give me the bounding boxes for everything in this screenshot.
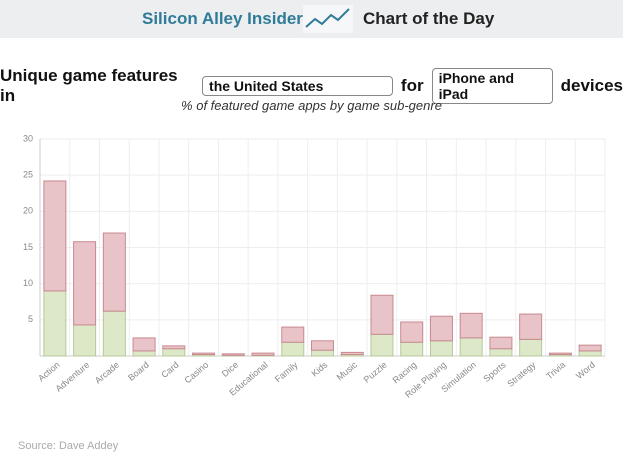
bar-segment [340, 351, 364, 356]
y-tick-label: 10 [23, 278, 33, 288]
bar-segment [459, 337, 483, 357]
x-tick-label: Word [574, 360, 597, 381]
bar-segment [489, 348, 513, 357]
bar-segment [102, 232, 126, 312]
header: Silicon Alley Insider Chart of the Day [0, 0, 623, 38]
x-tick-label: Simulation [439, 360, 478, 395]
bar-segment [340, 354, 364, 357]
bar-segment [192, 354, 216, 357]
title-text: devices [560, 76, 623, 95]
x-tick-label: Action [36, 360, 62, 384]
section-title: Chart of the Day [363, 9, 495, 28]
brand: Silicon Alley Insider [142, 9, 303, 28]
bar-segment [519, 338, 543, 357]
bar-segment [251, 352, 275, 356]
x-tick-label: Card [159, 360, 180, 380]
bar-segment [162, 345, 186, 350]
x-tick-label: Role Playing [403, 360, 448, 400]
bar-segment [489, 336, 513, 350]
bar-segment [281, 326, 305, 343]
y-tick-label: 15 [23, 242, 33, 252]
x-tick-label: Racing [391, 360, 419, 386]
bar-segment [102, 310, 126, 357]
country-select[interactable]: the United States [202, 76, 393, 96]
bar-segment [370, 294, 394, 335]
bar-segment [429, 340, 453, 357]
bar-segment [400, 321, 424, 343]
bar-segment [519, 313, 543, 340]
x-tick-label: Adventure [54, 360, 92, 394]
bar-segment [548, 354, 572, 357]
bar-segment [73, 324, 97, 357]
x-tick-label: Casino [182, 360, 210, 386]
x-tick-label: Trivia [544, 360, 567, 382]
bar-segment [548, 352, 572, 356]
x-tick-label: Strategy [505, 359, 537, 389]
bar-segment [459, 312, 483, 339]
bar-segment [370, 333, 394, 357]
bar-segment [192, 352, 216, 356]
title-row: Unique game features in the United State… [0, 66, 623, 106]
y-tick-label: 5 [28, 314, 33, 324]
x-tick-label: Puzzle [362, 360, 389, 385]
bar-segment [311, 340, 334, 351]
device-select[interactable]: iPhone and iPad [431, 68, 553, 104]
y-tick-label: 25 [23, 170, 33, 180]
bar-segment [162, 348, 186, 357]
x-tick-label: Educational [227, 360, 269, 398]
bar-segment [578, 344, 602, 352]
bar-segment [221, 353, 245, 356]
source: Source: Dave Addey [18, 440, 119, 452]
title-text: for [400, 76, 424, 95]
logo-icon [303, 5, 353, 33]
y-tick-label: 20 [23, 206, 33, 216]
bar-segment [43, 290, 67, 357]
x-tick-label: Kids [309, 359, 329, 378]
bar-segment [251, 354, 275, 357]
x-tick-label: Dice [220, 360, 240, 379]
bar-segment [73, 241, 97, 326]
bar-segment [132, 350, 156, 357]
x-tick-label: Board [126, 360, 151, 383]
bar-segment [132, 337, 156, 352]
subtitle: % of featured game apps by game sub-genr… [181, 98, 442, 113]
bar-segment [311, 349, 334, 357]
bar-segment [281, 341, 305, 357]
y-tick-label: 30 [23, 133, 33, 143]
x-tick-label: Sports [481, 359, 508, 384]
bar-segment [429, 315, 453, 342]
x-tick-label: Arcade [93, 360, 121, 386]
x-tick-label: Family [273, 359, 300, 384]
bar-segment [221, 354, 245, 357]
bar-segment [43, 180, 67, 292]
bar-segment [400, 341, 424, 357]
x-tick-label: Music [335, 359, 360, 382]
title-text: Unique game features in [0, 66, 178, 105]
bar-segment [578, 350, 602, 357]
